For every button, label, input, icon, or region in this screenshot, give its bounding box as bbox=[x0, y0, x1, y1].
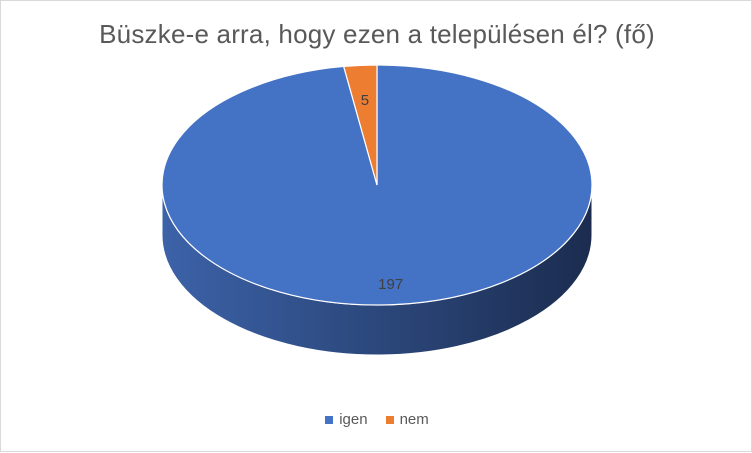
legend-label-igen: igen bbox=[339, 411, 368, 428]
legend-swatch-nem bbox=[385, 415, 394, 424]
data-label-nem: 5 bbox=[361, 92, 369, 109]
legend-swatch-igen bbox=[325, 415, 334, 424]
legend: igen nem bbox=[1, 411, 752, 428]
data-label-igen: 197 bbox=[378, 276, 403, 293]
pie-slice-nem bbox=[342, 64, 378, 186]
legend-item-nem: nem bbox=[385, 411, 429, 428]
pie-top bbox=[161, 64, 593, 306]
legend-item-igen: igen bbox=[325, 411, 368, 428]
legend-label-nem: nem bbox=[399, 411, 429, 428]
chart-title: Büszke-e arra, hogy ezen a településen é… bbox=[99, 19, 655, 49]
